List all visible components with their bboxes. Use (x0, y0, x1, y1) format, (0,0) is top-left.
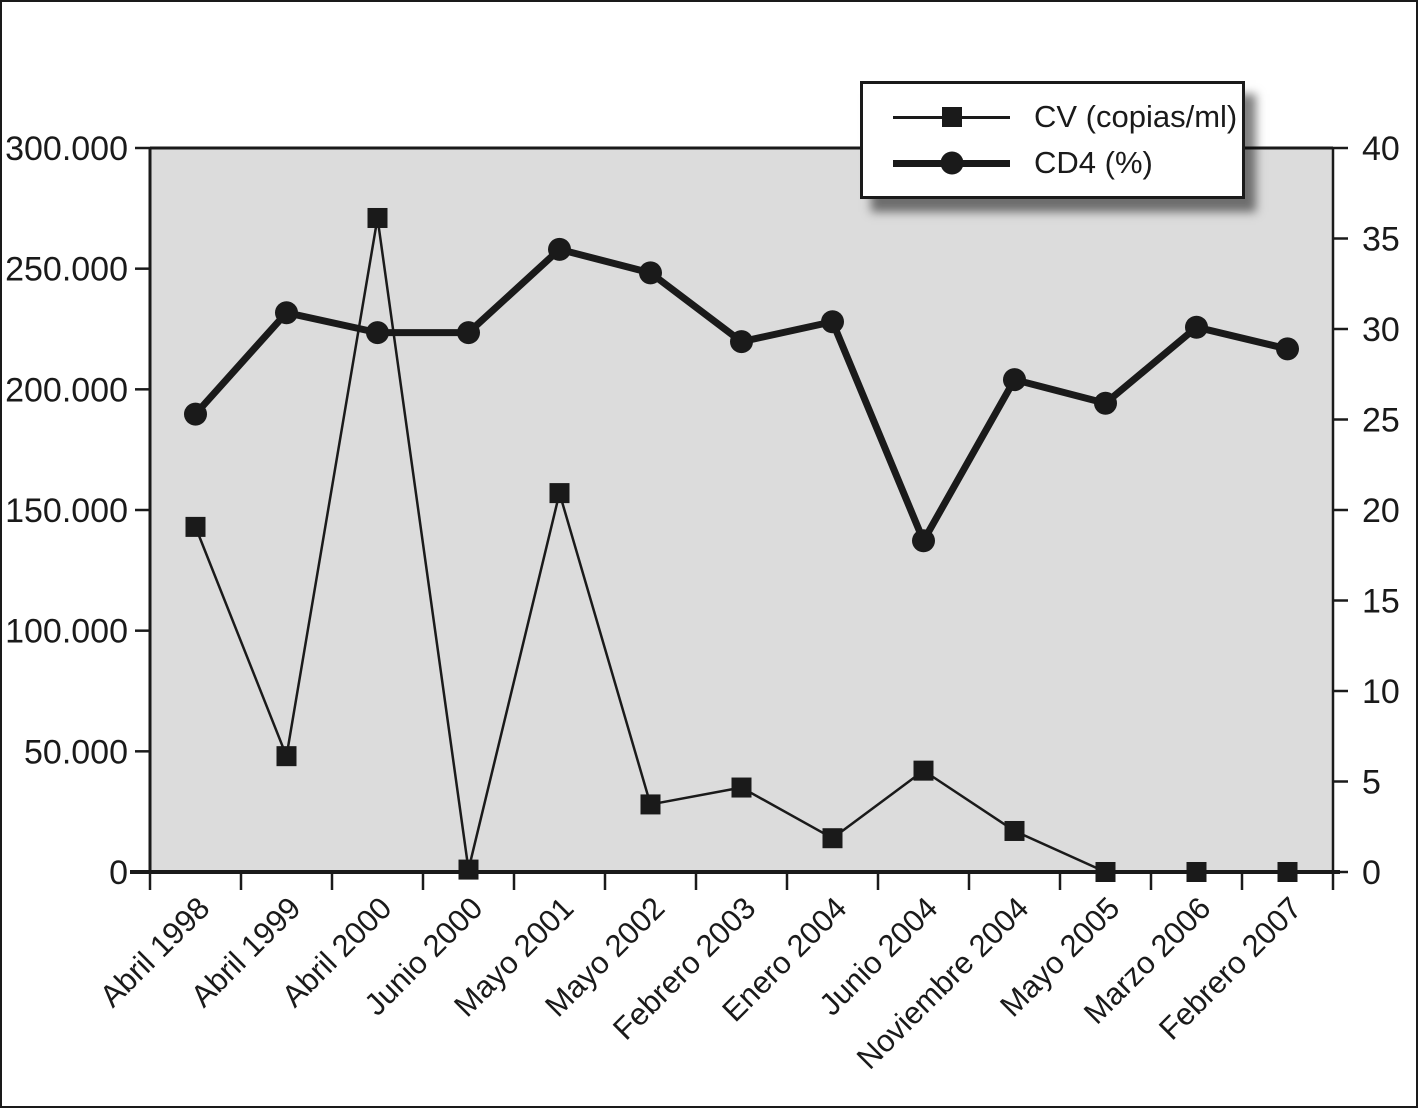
legend-row-cv: CV (copias/ml) (893, 99, 1242, 135)
cv-point (1186, 862, 1207, 882)
legend-row-cd4: CD4 (%) (893, 145, 1242, 181)
cv-point (822, 828, 843, 849)
cd4-point (1094, 391, 1117, 415)
cv-point (640, 794, 661, 815)
right-axis-tick-label: 30 (1362, 311, 1400, 349)
cd4-point (1003, 368, 1026, 392)
left-axis-tick-label: 300.000 (5, 130, 128, 168)
cv-point (731, 777, 752, 798)
cv-point (276, 746, 297, 767)
right-axis-tick-label: 5 (1362, 764, 1381, 802)
left-axis-tick-label: 100.000 (5, 613, 128, 651)
cv-point (549, 483, 570, 504)
right-axis-tick-label: 40 (1362, 130, 1400, 168)
cd4-point (184, 402, 207, 426)
cd4-point (457, 321, 480, 345)
plot-area (150, 148, 1333, 872)
right-axis-tick-label: 15 (1362, 583, 1400, 621)
cd4-swatch (893, 148, 1010, 178)
cv-point (185, 516, 206, 537)
legend-label-cd4: CD4 (%) (1034, 145, 1153, 180)
cv-point (458, 859, 479, 880)
circle-marker-icon (940, 151, 963, 175)
cd4-point (821, 310, 844, 334)
cd4-point (275, 301, 298, 325)
left-axis-tick-label: 50.000 (24, 733, 128, 771)
cd4-point (730, 330, 753, 354)
cd4-point (1276, 337, 1299, 361)
cv-point (367, 207, 388, 228)
right-axis-tick-label: 35 (1362, 221, 1400, 259)
right-axis-tick-label: 25 (1362, 402, 1400, 440)
cv-point (1095, 862, 1116, 882)
left-axis-tick-label: 200.000 (5, 371, 128, 409)
right-axis-tick-label: 20 (1362, 492, 1400, 530)
cv-point (1004, 820, 1025, 841)
legend-label-cv: CV (copias/ml) (1034, 99, 1238, 134)
right-axis-tick-label: 10 (1362, 673, 1400, 711)
cd4-point (639, 261, 662, 285)
cd4-point (366, 321, 389, 345)
right-axis-tick-label: 0 (1362, 854, 1381, 892)
cd4-point (912, 529, 935, 553)
left-axis-tick-label: 0 (109, 854, 128, 892)
left-axis-tick-label: 250.000 (5, 251, 128, 289)
legend: CV (copias/ml) CD4 (%) (860, 81, 1245, 199)
cd4-point (548, 237, 571, 261)
cv-point (913, 760, 934, 781)
cv-swatch (893, 102, 1010, 132)
square-marker-icon (941, 107, 962, 127)
cv-point (1277, 862, 1298, 882)
cd4-point (1185, 315, 1208, 339)
left-axis-tick-label: 150.000 (5, 492, 128, 530)
